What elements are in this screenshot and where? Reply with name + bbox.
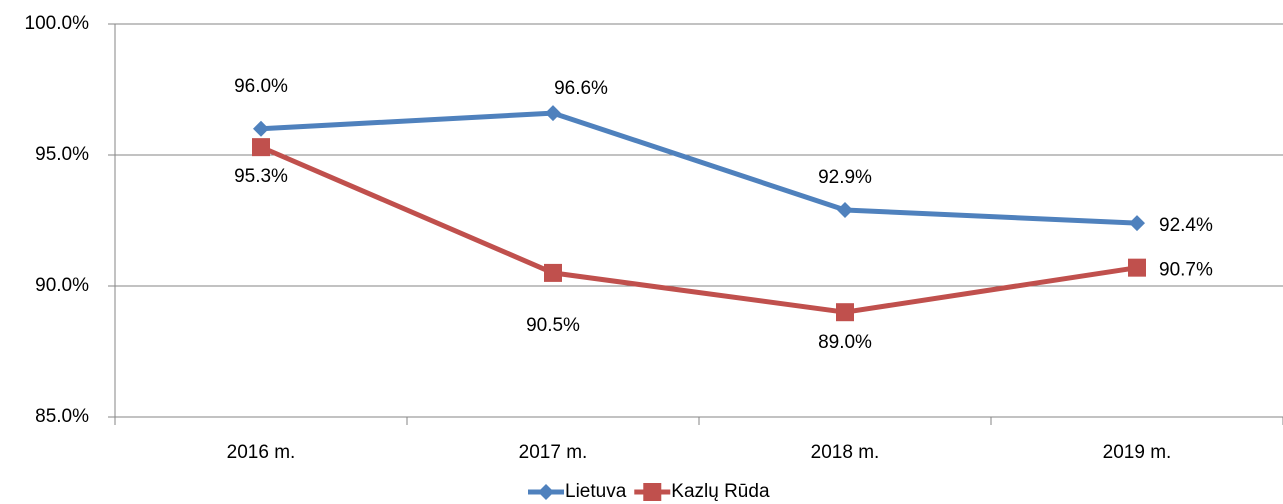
series-line: [260, 144, 1138, 315]
x-tick-label: 2017 m.: [519, 442, 588, 463]
legend-label: Kazlų Rūda: [671, 481, 770, 502]
marker: [544, 263, 562, 282]
y-tick-label: 95.0%: [35, 144, 89, 165]
data-label: 90.7%: [1159, 260, 1213, 281]
marker: [837, 202, 853, 219]
marker: [252, 138, 270, 157]
y-tick-label: 100.0%: [25, 13, 90, 34]
marker: [545, 105, 561, 122]
data-label: 92.4%: [1159, 215, 1213, 236]
data-label: 95.3%: [234, 166, 288, 187]
series-line: [260, 110, 1138, 226]
data-label: 89.0%: [818, 332, 872, 353]
y-tick-label: 85.0%: [35, 406, 89, 427]
y-tick-label: 90.0%: [35, 275, 89, 296]
x-tick-label: 2016 m.: [227, 442, 296, 463]
marker: [1128, 258, 1146, 277]
data-label: 90.5%: [526, 315, 580, 336]
data-label: 96.0%: [234, 76, 288, 97]
legend-marker: [643, 483, 662, 501]
marker: [836, 303, 854, 322]
data-label: 92.9%: [818, 167, 872, 188]
marker: [1129, 215, 1145, 232]
x-tick-label: 2019 m.: [1103, 442, 1172, 463]
legend-marker: [538, 484, 554, 500]
data-label: 96.6%: [554, 78, 608, 99]
legend-label: Lietuva: [565, 481, 627, 502]
x-tick-label: 2018 m.: [811, 442, 880, 463]
marker: [253, 120, 269, 137]
